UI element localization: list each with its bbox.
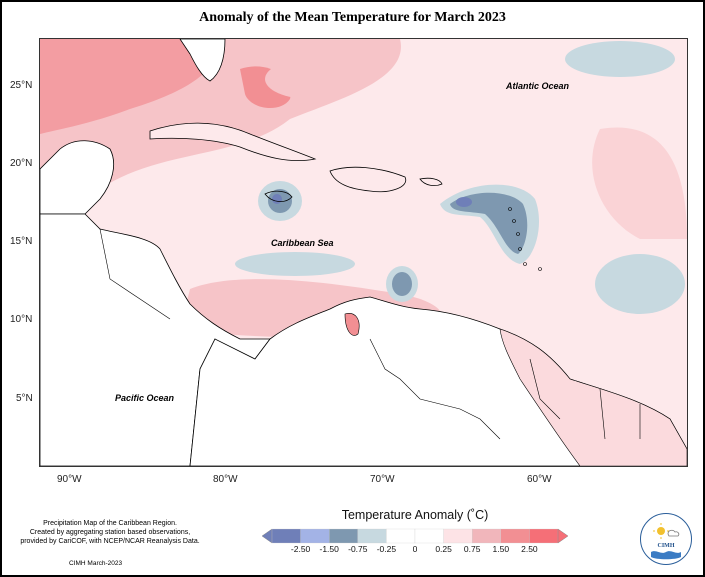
cold-core-virgin-islands [456,197,472,207]
legend-tick-label: -0.25 [376,544,397,554]
legend-tick-label: -1.50 [319,544,339,554]
border-central-america [99,228,171,320]
credit-line-3: provided by CariCOF, with NCEP/NCAR Rean… [20,538,200,545]
credit-line-1: Precipitation Map of the Caribbean Regio… [43,520,177,527]
cold-core-jamaica [272,194,282,204]
legend-swatch [529,528,559,544]
legend-swatch [472,528,501,544]
lon-label-60w: 60°W [527,474,552,485]
cimh-logo: CIMH [640,513,692,565]
land-jamaica [264,190,293,202]
map-title: Anomaly of the Mean Temperature for Marc… [199,10,506,25]
legend-swatch [443,528,473,544]
land-cuba [149,122,317,162]
lat-label-5n: 5°N [16,393,33,404]
legend-arrow-low [262,528,273,544]
island-dot [538,267,542,271]
legend-swatch [329,528,358,544]
label-atlantic-ocean: Atlantic Ocean [506,81,570,91]
border-guyana-suriname [599,388,606,440]
legend-tick-label: -0.75 [348,544,368,554]
legend-swatch [271,528,301,544]
anomaly-map [39,38,688,467]
legend-title: Temperature Anomaly (˚C) [341,508,489,522]
lat-label-25n: 25°N [10,80,33,91]
legend-tick-label: 0 [412,544,418,554]
legend-tick-label: -2.50 [290,544,311,554]
cool-region-central-caribbean [235,252,355,276]
color-bar [262,528,568,544]
legend-swatch [414,528,444,544]
lon-label-70w: 70°W [370,474,395,485]
legend-swatch [300,528,330,544]
legend-arrow-high [557,528,568,544]
land-yucatan [40,140,114,215]
island-dot [512,219,516,223]
warm-region-bahamas [265,59,355,99]
legend-tick-label: 1.50 [492,544,510,554]
label-pacific-ocean: Pacific Ocean [115,393,175,403]
credit-line-2: Created by aggregating station based obs… [29,529,191,536]
island-dot [516,232,520,236]
label-caribbean-sea: Caribbean Sea [271,238,334,248]
cool-region-lesser-antilles [450,192,528,254]
date-note: CIMH March-2023 [69,560,123,567]
lon-label-90w: 90°W [57,474,82,485]
logo-text: CIMH [657,543,675,549]
legend-tick-label: 0.25 [435,544,452,554]
land-hispaniola [329,166,407,193]
cool-region-atlantic-east [595,254,685,314]
border-venezuela-guyana [529,358,561,420]
island-dot [518,247,522,251]
island-dot [523,262,527,266]
lon-label-80w: 80°W [213,474,238,485]
legend-swatch [386,528,416,544]
island-dot [508,207,512,211]
hot-region-gulf [40,39,215,134]
land-puerto-rico [419,177,443,186]
cool-region-atlantic-north [565,41,675,77]
border-colombia-venezuela [369,338,501,440]
cool-region-curacao [392,272,412,296]
credit-text: Precipitation Map of the Caribbean Regio… [10,519,210,546]
land-florida [179,39,226,82]
lat-label-10n: 10°N [10,314,33,325]
lake-maracaibo [344,313,360,336]
lat-label-20n: 20°N [10,158,33,169]
logo-emblem-icon [651,523,681,560]
legend-tick-label: 0.75 [463,544,481,554]
map-canvas [40,39,687,466]
legend-swatch [500,528,530,544]
legend-tick-label: 2.50 [521,544,538,554]
warm-region-east [592,127,687,239]
lat-label-15n: 15°N [10,236,33,247]
legend-swatch [357,528,387,544]
